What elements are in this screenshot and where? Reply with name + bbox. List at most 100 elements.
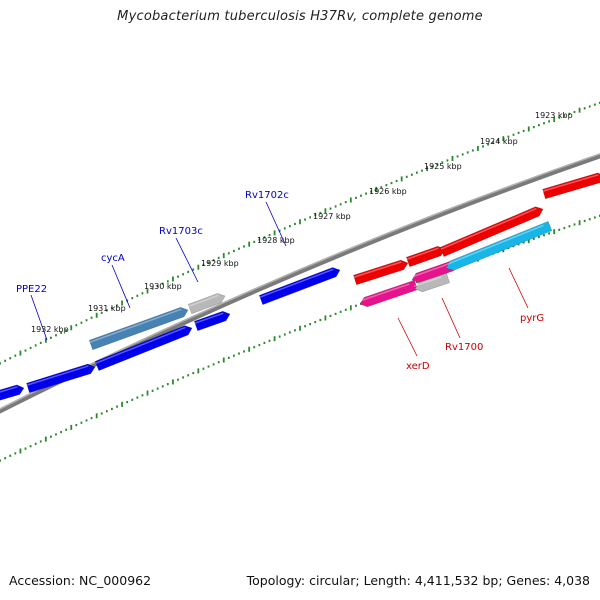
gene-label-ppe22: PPE22	[16, 284, 47, 295]
gene-rv1700-magenta-highlight	[410, 264, 446, 278]
inner-tick	[90, 417, 93, 420]
outer-tick	[197, 264, 200, 270]
inner-tick	[212, 363, 215, 366]
outer-tick	[146, 288, 149, 294]
outer-tick	[217, 256, 220, 260]
inner-tick	[527, 238, 530, 244]
outer-tick	[253, 240, 256, 243]
inner-tick	[44, 436, 47, 442]
inner-tick	[578, 220, 581, 226]
inner-tick	[278, 335, 281, 338]
inner-tick	[29, 445, 32, 448]
inner-tick	[14, 452, 17, 455]
outer-tick	[283, 227, 286, 230]
gene-label-rv1702c: Rv1702c	[245, 190, 289, 201]
inner-tick-ring	[0, 214, 600, 462]
gene-grey-2	[414, 272, 450, 293]
outer-tick	[19, 350, 22, 356]
inner-tick	[65, 428, 68, 431]
scale-label-1924: 1924 kbp	[480, 137, 518, 146]
inner-tick	[238, 352, 240, 355]
gene-red-2	[405, 245, 446, 268]
outer-tick	[258, 238, 261, 241]
outer-tick	[161, 282, 164, 285]
inner-tick	[85, 419, 88, 422]
outer-tick	[324, 208, 327, 214]
inner-tick	[39, 440, 42, 443]
inner-tick	[75, 423, 78, 427]
inner-tick	[583, 219, 586, 223]
outer-tick	[100, 311, 103, 314]
outer-tick	[421, 169, 423, 172]
outer-tick	[441, 161, 444, 164]
inner-tick	[0, 459, 1, 462]
scale-label-1923: 1923 kbp	[535, 111, 573, 120]
inner-tick	[55, 433, 57, 436]
outer-tick	[543, 122, 545, 125]
leader-rv1703c	[175, 237, 199, 283]
outer-tick	[492, 141, 495, 144]
scale-label-1929: 1929 kbp	[201, 259, 239, 268]
scale-label-1931: 1931 kbp	[88, 304, 126, 313]
outer-tick	[304, 218, 306, 221]
gene-xerd	[359, 279, 418, 308]
outer-tick	[156, 285, 159, 288]
gene-red-3	[439, 206, 544, 257]
inner-tick	[273, 336, 276, 342]
outer-tick	[222, 253, 225, 259]
inner-tick	[182, 376, 184, 379]
outer-tick	[4, 359, 7, 362]
inner-tick	[324, 315, 327, 321]
inner-tick	[268, 339, 271, 342]
inner-tick	[532, 237, 535, 240]
inner-tick	[548, 232, 550, 235]
accession-text: Accession: NC_000962	[9, 573, 152, 588]
scale-label-1932: 1932 kbp	[31, 325, 69, 334]
inner-tick	[517, 243, 520, 246]
inner-tick	[50, 435, 52, 438]
gene-red-4-highlight	[542, 174, 599, 192]
outer-tick	[182, 273, 184, 276]
outer-tick	[375, 186, 378, 192]
outer-tick	[578, 107, 581, 113]
inner-tick	[131, 398, 134, 401]
outer-tick	[238, 247, 240, 250]
outer-tick	[309, 216, 312, 219]
outer-tick	[44, 337, 47, 343]
outer-tick	[116, 304, 118, 307]
inner-tick	[334, 312, 337, 315]
outer-tick	[456, 155, 459, 158]
scale-label-1930: 1930 kbp	[144, 282, 182, 291]
outer-tick	[451, 155, 454, 161]
leader-rv1702c	[265, 201, 287, 247]
inner-tick	[177, 378, 179, 381]
gene-label-pyrg: pyrG	[520, 313, 544, 324]
outer-tick	[416, 171, 418, 174]
outer-tick	[390, 181, 393, 185]
outer-tick	[34, 344, 37, 347]
outer-tick	[273, 230, 276, 236]
outer-tick	[329, 207, 332, 210]
outer-tick	[207, 261, 210, 264]
inner-tick	[146, 390, 149, 396]
outer-tick	[80, 321, 83, 324]
outer-tick	[9, 357, 12, 360]
inner-tick	[588, 218, 591, 221]
outer-tick	[60, 331, 62, 334]
outer-tick	[593, 103, 596, 106]
inner-tick	[100, 412, 103, 415]
gene-label-rv1703c: Rv1703c	[159, 226, 203, 237]
outer-tick	[75, 324, 78, 327]
gene-cyca-lower-highlight	[95, 326, 186, 364]
outer-tick	[477, 145, 479, 151]
outer-tick	[278, 229, 281, 232]
gene-pyrg-highlight	[444, 224, 544, 266]
inner-tick	[197, 368, 200, 374]
outer-tick	[319, 211, 322, 215]
gene-track	[0, 172, 600, 401]
inner-tick	[116, 405, 118, 408]
inner-tick	[19, 448, 22, 454]
outer-tick	[177, 275, 179, 278]
outer-tick	[461, 153, 464, 156]
inner-tick	[24, 447, 27, 450]
